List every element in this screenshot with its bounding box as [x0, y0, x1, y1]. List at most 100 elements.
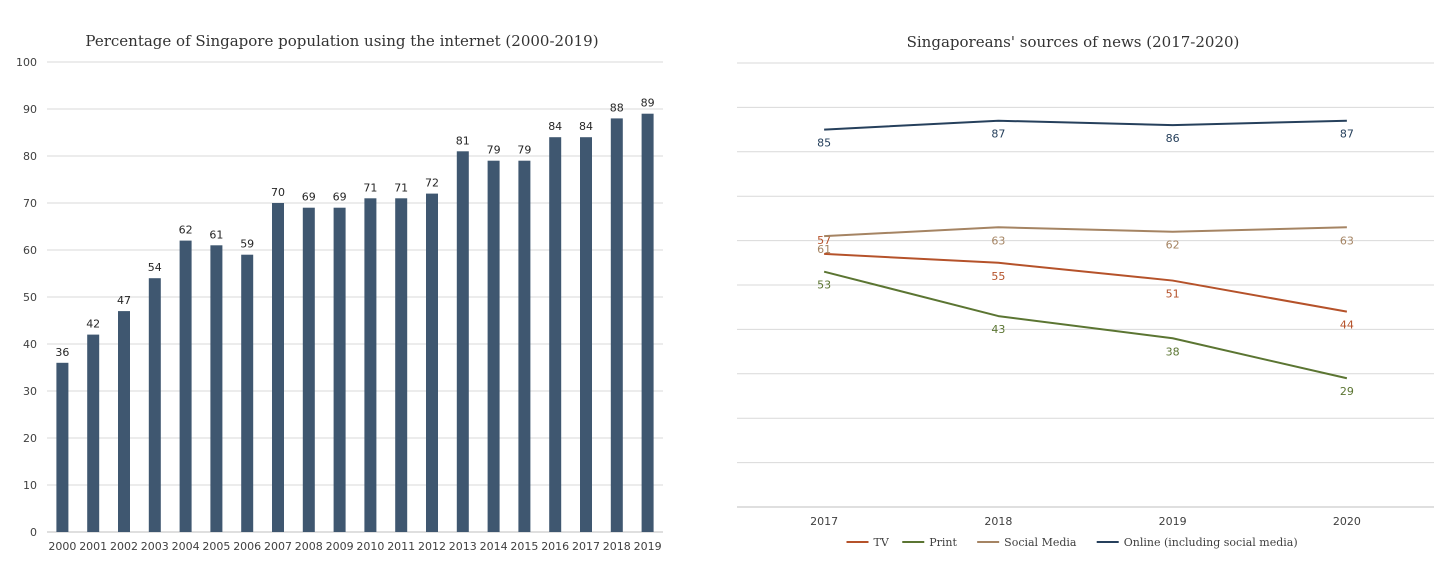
data-label: 63 [991, 234, 1005, 247]
y-tick-label: 90 [23, 103, 37, 116]
x-tick-label: 2004 [172, 540, 200, 553]
bar [610, 118, 623, 533]
bar [56, 362, 69, 532]
data-label: 62 [179, 224, 193, 237]
x-tick-label: 2017 [810, 515, 838, 528]
data-label: 36 [55, 346, 69, 359]
x-tick-label: 2014 [480, 540, 508, 553]
bar [333, 207, 346, 532]
y-tick-label: 70 [23, 197, 37, 210]
data-label: 59 [240, 238, 254, 251]
data-label: 79 [487, 144, 501, 157]
y-tick-label: 80 [23, 150, 37, 163]
bar [210, 245, 223, 533]
data-label: 62 [1166, 239, 1180, 252]
bar [487, 160, 500, 532]
data-label: 51 [1166, 288, 1180, 301]
bar [118, 311, 130, 532]
data-label: 29 [1340, 385, 1354, 398]
news-sources-chart: Singaporeans' sources of news (2017-2020… [737, 33, 1434, 549]
x-tick-label: 2016 [541, 540, 569, 553]
data-label: 57 [817, 234, 831, 247]
legend-label: Social Media [1004, 536, 1077, 549]
data-label: 61 [817, 243, 831, 256]
internet-chart-title: Percentage of Singapore population using… [85, 32, 598, 50]
x-tick-label: 2020 [1333, 515, 1361, 528]
bar [426, 193, 438, 532]
bar [641, 113, 654, 532]
data-label: 84 [548, 120, 562, 133]
bar [241, 254, 254, 532]
x-tick-label: 2001 [79, 540, 107, 553]
bar [549, 137, 562, 532]
data-label: 42 [86, 318, 100, 331]
data-label: 61 [209, 228, 223, 241]
y-tick-label: 50 [23, 291, 37, 304]
bar [364, 198, 377, 533]
data-label: 86 [1166, 132, 1180, 145]
x-tick-label: 2003 [141, 540, 169, 553]
x-tick-label: 2005 [202, 540, 230, 553]
data-label: 63 [1340, 234, 1354, 247]
x-tick-label: 2013 [449, 540, 477, 553]
y-tick-label: 30 [23, 385, 37, 398]
bar [179, 240, 192, 532]
data-label: 87 [1340, 128, 1354, 141]
data-label: 71 [363, 181, 377, 194]
bar [272, 203, 284, 532]
y-tick-label: 100 [16, 56, 37, 69]
data-label: 55 [991, 270, 1005, 283]
data-label: 69 [302, 191, 316, 204]
data-label: 70 [271, 186, 285, 199]
data-label: 88 [610, 101, 624, 114]
x-tick-label: 2008 [295, 540, 323, 553]
legend-item: Online (including social media) [1096, 536, 1298, 549]
legend-label: Print [929, 536, 957, 549]
data-label: 54 [148, 261, 162, 274]
series-line-0 [824, 252, 1348, 313]
y-tick-label: 0 [30, 526, 37, 539]
series-line-2 [824, 226, 1347, 238]
legend-label: TV [874, 536, 890, 549]
y-tick-label: 60 [23, 244, 37, 257]
data-label: 53 [817, 279, 831, 292]
data-label: 72 [425, 177, 439, 190]
data-label: 44 [1340, 319, 1354, 332]
legend: TV Print Social Media Online (including soc… [846, 536, 1298, 549]
data-label: 38 [1166, 345, 1180, 358]
legend-item: Print [902, 536, 958, 549]
series-line-1 [823, 270, 1348, 380]
x-tick-label: 2007 [264, 540, 292, 553]
x-tick-label: 2002 [110, 540, 138, 553]
news-chart-title: Singaporeans' sources of news (2017-2020… [907, 33, 1240, 51]
data-label: 81 [456, 134, 470, 147]
x-tick-label: 2019 [634, 540, 662, 553]
bar [148, 278, 161, 532]
legend-item: TV [846, 536, 890, 549]
data-label: 79 [517, 144, 531, 157]
y-tick-label: 20 [23, 432, 37, 445]
data-label: 89 [641, 97, 655, 110]
data-label: 87 [991, 128, 1005, 141]
bar [456, 151, 469, 533]
bar [580, 137, 592, 532]
x-tick-label: 2019 [1159, 515, 1187, 528]
internet-usage-chart: Percentage of Singapore population using… [16, 32, 663, 553]
data-label: 47 [117, 294, 131, 307]
x-tick-label: 2012 [418, 540, 446, 553]
legend-item: Social Media [977, 536, 1077, 549]
x-tick-label: 2000 [48, 540, 76, 553]
x-tick-label: 2018 [603, 540, 631, 553]
bar [395, 198, 408, 533]
bar [518, 160, 531, 532]
data-label: 85 [817, 137, 831, 150]
x-tick-label: 2015 [510, 540, 538, 553]
y-tick-label: 40 [23, 338, 37, 351]
series-line-3 [824, 119, 1347, 131]
data-label: 71 [394, 181, 408, 194]
data-label: 84 [579, 120, 593, 133]
bar [87, 334, 100, 532]
x-tick-label: 2018 [984, 515, 1012, 528]
data-label: 43 [991, 323, 1005, 336]
